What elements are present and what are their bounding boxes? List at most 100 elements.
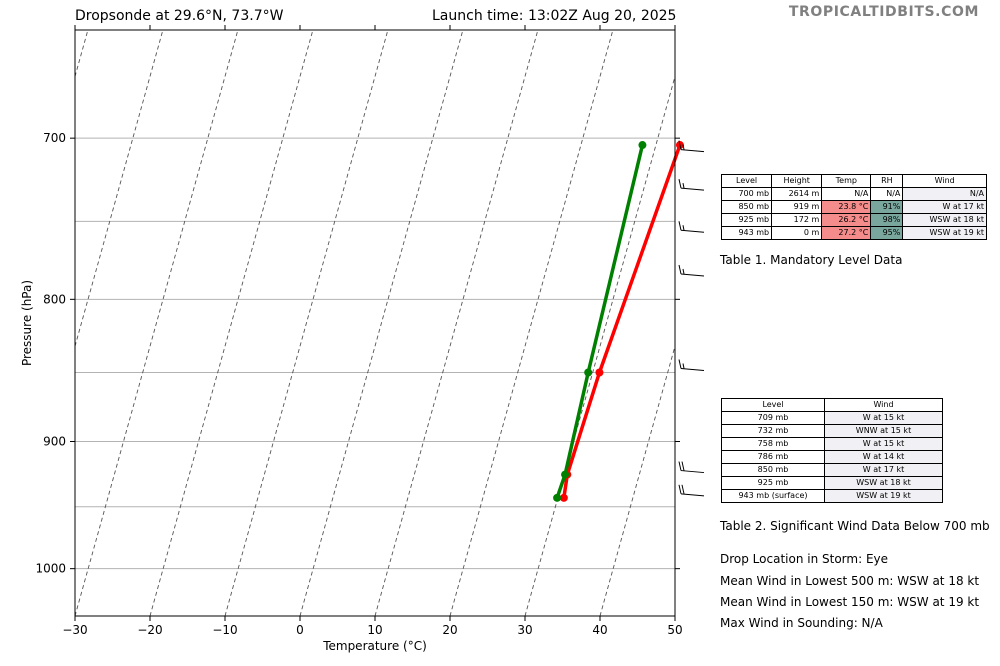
wind-barb-half xyxy=(682,363,685,369)
temperature-line xyxy=(562,144,682,499)
table-row: 943 mb (surface) WSW at 19 kt xyxy=(721,489,943,503)
wind-cell: W at 14 kt xyxy=(824,450,943,464)
mean-wind-150m-text: Mean Wind in Lowest 150 m: WSW at 19 kt xyxy=(720,595,980,609)
wind-barb xyxy=(681,461,685,471)
isotherm-line xyxy=(224,30,389,616)
x-tick-label: −30 xyxy=(62,623,87,637)
level-cell: 925 mb xyxy=(720,213,773,227)
wind-barb xyxy=(678,140,682,150)
wind-barb xyxy=(678,264,682,275)
wind-cell: N/A xyxy=(902,187,987,201)
table-row: 850 mb W at 17 kt xyxy=(721,463,943,477)
table-row: 700 mb 2614 m N/A N/A N/A xyxy=(720,187,987,201)
wind-barb xyxy=(678,221,682,231)
y-tick-label: 900 xyxy=(43,434,66,448)
plot-frame xyxy=(74,29,676,617)
y-tick-label: 1000 xyxy=(35,562,66,576)
column-header: Level xyxy=(721,398,825,412)
isotherm-line xyxy=(374,30,539,616)
isotherm-line xyxy=(0,30,13,616)
wind-barb xyxy=(678,484,682,494)
level-cell: 943 mb (surface) xyxy=(721,489,825,503)
wind-barb-staff xyxy=(680,229,705,233)
max-wind-text: Max Wind in Sounding: N/A xyxy=(720,616,883,630)
x-tick-label: 50 xyxy=(667,623,682,637)
temp-cell: N/A xyxy=(821,187,872,201)
wind-cell: WSW at 18 kt xyxy=(902,213,987,227)
level-cell: 943 mb xyxy=(720,226,773,240)
dewpoint-line xyxy=(555,144,645,499)
wind-cell: W at 15 kt xyxy=(824,411,943,425)
wind-barb-staff xyxy=(680,273,705,277)
wind-barb xyxy=(678,461,682,471)
column-header: Height xyxy=(771,174,823,188)
table-row: 943 mb 0 m 27.2 °C 95% WSW at 19 kt xyxy=(720,226,987,240)
x-axis-label: Temperature (°C) xyxy=(322,639,427,653)
significant-wind-table: Level Wind 709 mb W at 15 kt 732 mb WNW at… xyxy=(721,398,943,503)
isotherm-line xyxy=(149,30,314,616)
rh-cell: 98% xyxy=(870,213,904,227)
table1-caption: Table 1. Mandatory Level Data xyxy=(720,253,903,267)
isotherm-line xyxy=(299,30,464,616)
wind-barb-staff xyxy=(680,470,705,474)
column-header: Wind xyxy=(824,398,943,412)
isotherm-group xyxy=(0,30,675,616)
temp-cell: 23.8 °C xyxy=(821,200,872,214)
wind-barb-staff xyxy=(680,368,705,372)
height-cell: 172 m xyxy=(771,213,823,227)
rh-cell: N/A xyxy=(870,187,904,201)
dewpoint-point xyxy=(553,493,562,502)
wind-cell: WSW at 18 kt xyxy=(824,476,943,490)
wind-cell: W at 17 kt xyxy=(824,463,943,477)
wind-barb-half xyxy=(682,225,685,231)
x-tick-label: 0 xyxy=(296,623,304,637)
table-header-row: Level Height Temp RH Wind xyxy=(720,174,987,188)
x-tick-label: 40 xyxy=(592,623,607,637)
table-row: 925 mb 172 m 26.2 °C 98% WSW at 18 kt xyxy=(720,213,987,227)
table2-caption: Table 2. Significant Wind Data Below 700… xyxy=(720,519,990,533)
wind-barb xyxy=(678,359,682,369)
height-cell: 919 m xyxy=(771,200,823,214)
level-cell: 925 mb xyxy=(721,476,825,490)
drop-location-text: Drop Location in Storm: Eye xyxy=(720,552,889,566)
temp-cell: 26.2 °C xyxy=(821,213,872,227)
wind-cell: WSW at 19 kt xyxy=(824,489,943,503)
wind-barb-half xyxy=(682,144,685,150)
rh-cell: 95% xyxy=(870,226,904,240)
table-row: 850 mb 919 m 23.8 °C 91% W at 17 kt xyxy=(720,200,987,214)
level-cell: 786 mb xyxy=(721,450,825,464)
wind-cell: W at 15 kt xyxy=(824,437,943,451)
x-tick-label: 10 xyxy=(367,623,382,637)
dewpoint-point xyxy=(638,141,647,150)
wind-cell: W at 17 kt xyxy=(902,200,987,214)
y-tick-label: 800 xyxy=(43,292,66,306)
wind-barb-staff xyxy=(680,149,705,153)
isotherm-line xyxy=(599,344,675,616)
wind-barb-staff xyxy=(680,493,705,497)
x-tick-label: 30 xyxy=(517,623,532,637)
wind-cell: WSW at 19 kt xyxy=(902,226,987,240)
isotherm-line xyxy=(449,30,614,616)
sounding-location-title: Dropsonde at 29.6°N, 73.7°W xyxy=(75,8,284,24)
column-header: Temp xyxy=(821,174,872,188)
wind-cell: WNW at 15 kt xyxy=(824,424,943,438)
table-row: 925 mb WSW at 18 kt xyxy=(721,476,943,490)
x-tick-label: −20 xyxy=(137,623,162,637)
column-header: RH xyxy=(870,174,904,188)
table-row: 758 mb W at 15 kt xyxy=(721,437,943,451)
mandatory-level-table: Level Height Temp RH Wind 700 mb 2614 m … xyxy=(720,174,987,240)
rh-cell: 91% xyxy=(870,200,904,214)
wind-barb-staff xyxy=(680,187,705,191)
wind-barb-half xyxy=(682,268,685,275)
wind-barb xyxy=(678,179,682,189)
height-cell: 2614 m xyxy=(771,187,823,201)
x-tick-label: −10 xyxy=(212,623,237,637)
table-header-row: Level Wind xyxy=(721,398,943,412)
column-header: Wind xyxy=(902,174,987,188)
level-cell: 850 mb xyxy=(720,200,773,214)
mean-wind-500m-text: Mean Wind in Lowest 500 m: WSW at 18 kt xyxy=(720,574,980,588)
site-brand: TROPICALTIDBITS.COM xyxy=(788,4,979,20)
level-cell: 700 mb xyxy=(720,187,773,201)
wind-barb xyxy=(681,484,685,494)
